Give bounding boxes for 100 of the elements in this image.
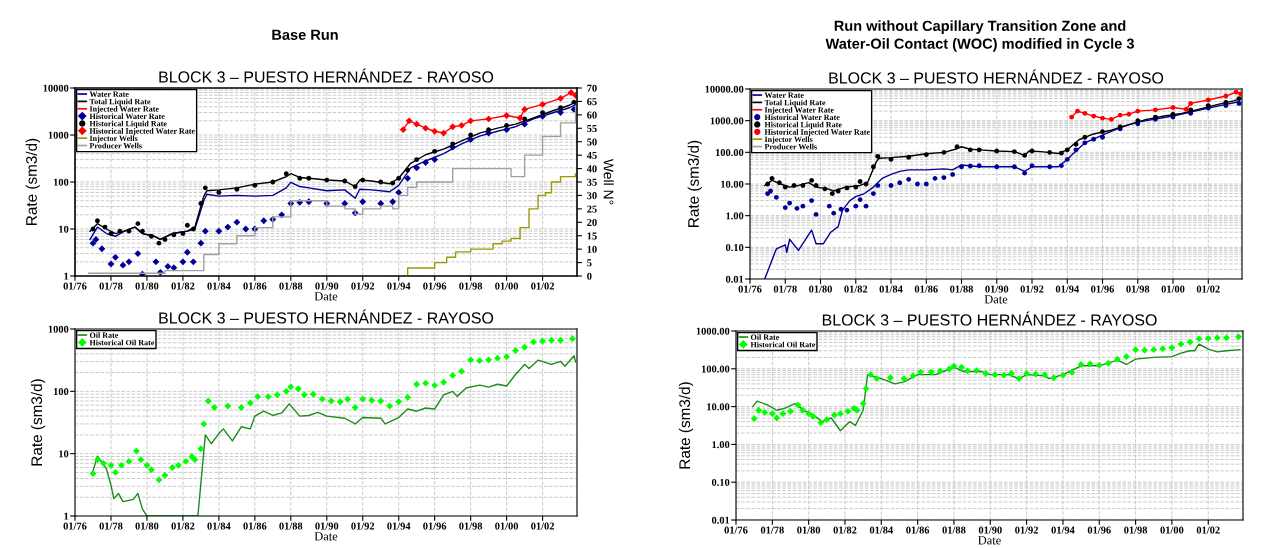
point — [378, 179, 384, 185]
point — [557, 95, 564, 102]
point — [1100, 115, 1105, 121]
point — [432, 148, 438, 154]
x-tick-label: 01/98 — [459, 282, 483, 290]
point — [431, 156, 439, 163]
point — [92, 236, 100, 243]
x-tick-label: 01/94 — [1051, 526, 1075, 534]
point — [923, 181, 929, 187]
point — [516, 114, 524, 122]
y-axis-title: Rate (sm3/d) — [25, 138, 40, 225]
legend-label: Injector Wells — [764, 136, 813, 144]
point — [831, 210, 837, 216]
x-tick-label: 01/84 — [869, 526, 893, 534]
x-tick-label: 01/86 — [906, 526, 930, 534]
point — [1082, 134, 1088, 140]
y2-tick-label: 50 — [587, 138, 597, 146]
point — [413, 164, 421, 172]
point — [360, 177, 366, 183]
x-tick-label: 01/86 — [243, 522, 267, 530]
y2-tick-label: 40 — [586, 165, 597, 173]
y-tick-label: 1000.00 — [710, 117, 744, 125]
legend-label: Producer Wells — [764, 143, 817, 150]
y-tick-label: 100 — [53, 388, 69, 396]
y-tick-label: 10 — [59, 225, 69, 233]
point — [1108, 116, 1114, 122]
point — [1047, 164, 1053, 170]
point — [395, 189, 403, 196]
y2-tick-label: 15 — [587, 232, 597, 240]
point — [967, 147, 973, 153]
point — [184, 222, 190, 228]
point — [950, 172, 956, 177]
x-tick-label: 01/80 — [809, 285, 832, 293]
point — [107, 260, 115, 268]
point — [906, 154, 912, 160]
point — [829, 191, 835, 196]
x-tick-label: 01/82 — [833, 526, 857, 534]
x-tick-label: 01/96 — [1091, 285, 1115, 293]
point — [283, 171, 289, 177]
x-tick-label: 01/82 — [171, 282, 195, 290]
point — [558, 105, 563, 111]
x-axis-title: Date — [314, 292, 338, 301]
point — [1073, 141, 1079, 147]
point — [135, 221, 141, 227]
x-tick-label: 01/98 — [1124, 526, 1148, 534]
point — [112, 253, 119, 261]
point — [923, 152, 929, 157]
point — [1205, 97, 1211, 103]
point — [252, 182, 258, 188]
point — [1183, 106, 1189, 112]
y-tick-label: 100 — [53, 178, 69, 186]
point — [1082, 110, 1088, 116]
point — [941, 175, 947, 180]
x-tick-label: 01/92 — [1015, 526, 1039, 534]
x-tick-label: 01/92 — [1020, 285, 1044, 293]
x-tick-label: 01/82 — [844, 285, 868, 293]
legend-label: Injector Wells — [89, 135, 138, 143]
point — [306, 175, 312, 181]
point — [422, 124, 429, 132]
y-tick-label: 10 — [59, 450, 69, 458]
x-tick-label: 01/80 — [135, 282, 159, 290]
x-tick-label: 01/96 — [423, 282, 447, 290]
point — [1047, 149, 1053, 155]
point — [776, 180, 782, 186]
y2-tick-label: 35 — [587, 178, 597, 186]
legend-label: Historical Liquid Rate — [764, 121, 842, 129]
point — [201, 227, 209, 235]
point — [297, 175, 303, 181]
y2-tick-label: 70 — [587, 84, 597, 92]
y-tick-label: 1000.00 — [696, 327, 730, 335]
point — [782, 184, 788, 190]
point — [813, 211, 819, 217]
point — [467, 136, 475, 143]
legend-label: Oil Rate — [750, 334, 780, 340]
chart-title: BLOCK 3 – PUESTO HERNÁNDEZ - RAYOSO — [822, 311, 1157, 326]
x-tick-label: 01/94 — [387, 282, 411, 290]
point — [1188, 101, 1194, 106]
point — [377, 200, 385, 207]
point — [782, 205, 788, 210]
x-tick-label: 01/82 — [171, 522, 195, 530]
x-tick-label: 01/02 — [1196, 526, 1220, 534]
x-tick-label: 01/90 — [315, 522, 339, 530]
point — [870, 164, 876, 170]
point — [809, 198, 815, 203]
x-tick-label: 01/84 — [879, 285, 903, 293]
point — [140, 228, 145, 234]
point — [1135, 108, 1141, 114]
point — [1058, 163, 1064, 169]
point — [198, 201, 204, 206]
text: Run without Capillary Transition Zone and Water-Oil Contact (WOC) modified in Cycle 3 — [825, 20, 1134, 52]
point — [399, 126, 407, 134]
legend-label: Historical Oil Rate — [89, 339, 155, 346]
legend-label: Injected Water Rate — [764, 106, 834, 115]
point — [414, 157, 420, 162]
point — [359, 198, 367, 206]
x-tick-label: 01/86 — [243, 282, 267, 290]
legend-label: Historical Water Rate — [89, 113, 165, 120]
point — [539, 100, 546, 108]
x-tick-label: 01/76 — [724, 526, 748, 534]
y2-tick-label: 55 — [587, 125, 597, 132]
